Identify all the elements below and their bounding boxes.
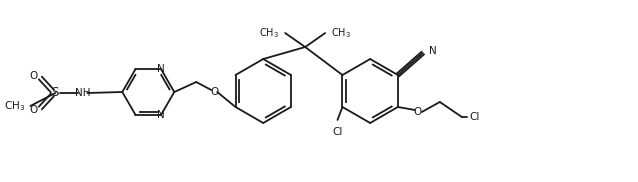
Text: CH$_3$: CH$_3$ xyxy=(259,26,279,40)
Text: O: O xyxy=(29,71,38,81)
Text: O: O xyxy=(210,87,218,97)
Text: O: O xyxy=(29,105,38,115)
Text: NH: NH xyxy=(75,88,90,98)
Text: S: S xyxy=(52,86,59,100)
Text: Cl: Cl xyxy=(332,127,343,137)
Text: CH$_3$: CH$_3$ xyxy=(4,99,26,113)
Text: N: N xyxy=(158,110,165,120)
Text: O: O xyxy=(413,107,422,117)
Text: N: N xyxy=(158,64,165,74)
Text: N: N xyxy=(429,46,436,56)
Text: CH$_3$: CH$_3$ xyxy=(331,26,351,40)
Text: Cl: Cl xyxy=(470,112,480,122)
